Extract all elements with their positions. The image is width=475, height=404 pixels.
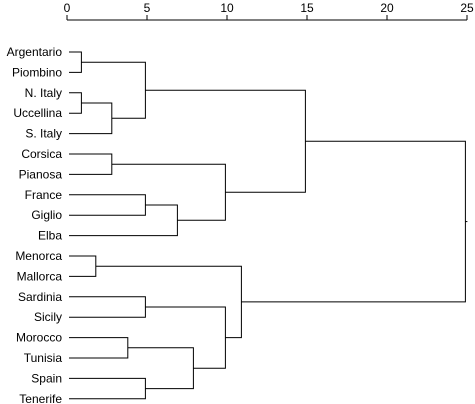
leaf-label: Corsica xyxy=(21,147,62,161)
leaf-label: Argentario xyxy=(7,45,63,59)
leaf-label: Pianosa xyxy=(19,167,63,181)
x-tick-label: 25 xyxy=(460,1,474,15)
x-tick-label: 5 xyxy=(144,1,151,15)
x-axis: 0 5 10 15 20 25 xyxy=(64,1,474,21)
dendrogram-link xyxy=(81,61,146,119)
leaf-label: Sicily xyxy=(34,310,62,324)
leaf-label: France xyxy=(25,188,63,202)
leaf-label: N. Italy xyxy=(25,86,62,100)
dendrogram-link xyxy=(127,347,194,390)
dendrogram-link xyxy=(69,51,82,73)
leaf-label: Elba xyxy=(38,229,62,243)
dendrogram-link xyxy=(145,306,226,369)
leaf-labels: Argentario Piombino N. Italy Uccellina S. It… xyxy=(7,45,63,404)
leaf-label: Sardinia xyxy=(18,290,62,304)
dendrogram-link xyxy=(69,377,146,400)
leaf-label: Tenerife xyxy=(19,392,62,404)
dendrogram-link xyxy=(69,296,146,318)
dendrogram-link xyxy=(111,163,226,221)
leaf-label: S. Italy xyxy=(25,127,62,141)
dendrogram-links xyxy=(69,51,468,400)
leaf-label: Morocco xyxy=(16,331,62,345)
x-tick-label: 15 xyxy=(300,1,314,15)
x-tick-label: 20 xyxy=(380,1,394,15)
leaf-label: Mallorca xyxy=(17,269,63,283)
dendrogram-link xyxy=(69,92,82,114)
x-tick-label: 10 xyxy=(220,1,234,15)
dendrogram-link xyxy=(69,255,97,277)
dendrogram-link xyxy=(95,265,242,339)
dendrogram-link xyxy=(69,102,113,135)
leaf-label: Spain xyxy=(31,371,62,385)
leaf-label: Piombino xyxy=(12,65,62,79)
x-tick-label: 0 xyxy=(64,1,71,15)
dendrogram-link xyxy=(69,194,146,216)
dendrogram-link xyxy=(241,140,466,303)
leaf-label: Menorca xyxy=(15,249,62,263)
leaf-label: Uccellina xyxy=(13,106,62,120)
leaf-label: Giglio xyxy=(31,208,62,222)
dendrogram-link xyxy=(69,153,113,175)
dendrogram-link xyxy=(69,204,178,237)
leaf-label: Tunisia xyxy=(24,351,63,365)
dendrogram-link xyxy=(69,337,129,359)
